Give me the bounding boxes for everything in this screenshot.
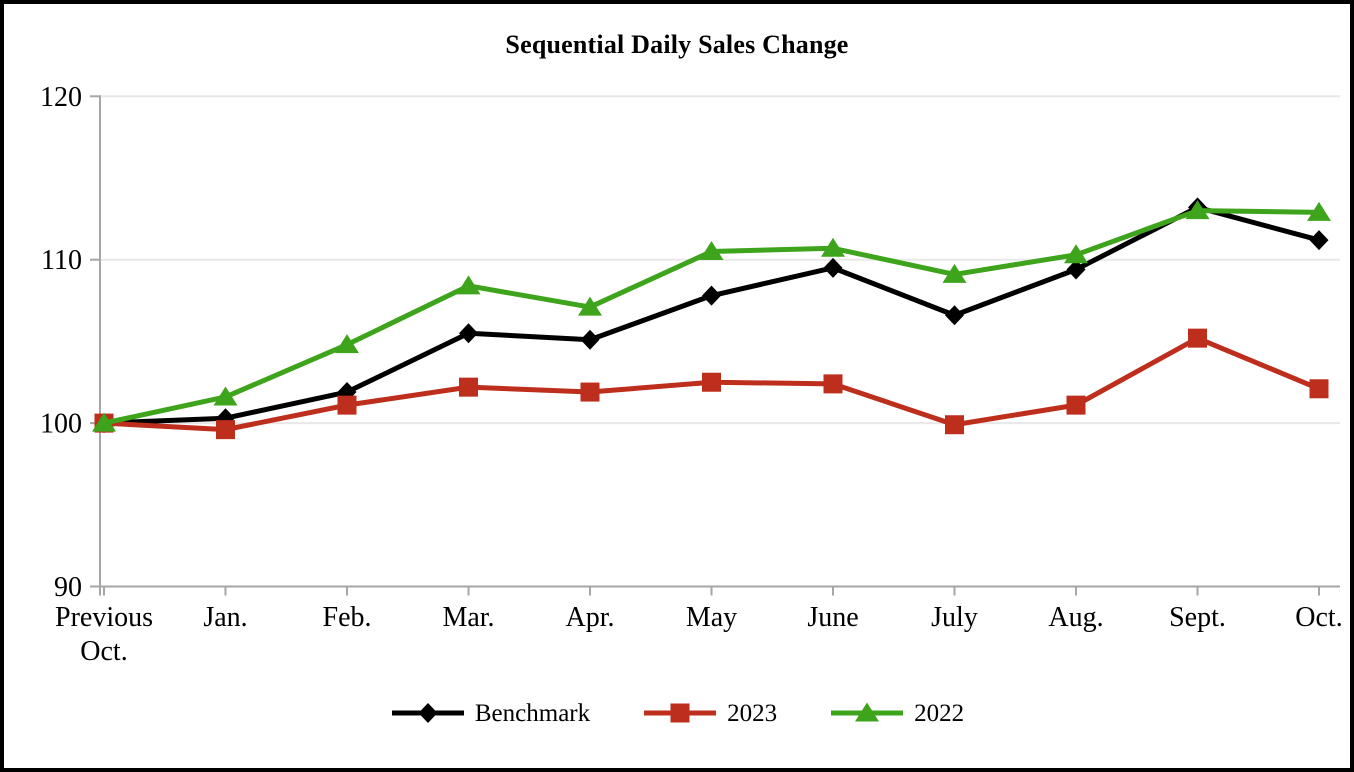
triangle-marker xyxy=(821,237,845,257)
diamond-marker xyxy=(418,703,438,723)
square-marker xyxy=(1066,395,1086,415)
x-axis-label: Aug. xyxy=(1048,602,1103,633)
legend-swatch xyxy=(644,703,717,723)
diamond-marker xyxy=(1066,259,1086,280)
triangle-marker xyxy=(855,702,880,722)
x-axis-label: June xyxy=(807,602,858,633)
x-axis-label: Oct. xyxy=(1295,602,1342,633)
sales-line-chart: 90 100 110 120 Previous Oct. Jan. Feb. Mar. Apr. M… xyxy=(40,82,1343,667)
square-marker xyxy=(945,415,964,435)
square-marker xyxy=(337,395,357,415)
y-axis-label: 100 xyxy=(40,409,82,440)
square-marker xyxy=(670,703,690,723)
x-axis-label: Sept. xyxy=(1169,602,1226,633)
chart-title: Sequential Daily Sales Change xyxy=(505,30,849,59)
square-marker xyxy=(459,377,478,397)
triangle-marker xyxy=(578,296,602,316)
triangle-marker xyxy=(699,241,724,261)
triangle-marker xyxy=(942,263,967,283)
x-axis-label: July xyxy=(931,602,978,633)
series-2022 xyxy=(92,200,1331,432)
triangle-marker xyxy=(1307,201,1331,221)
square-marker xyxy=(702,372,721,392)
legend-item-2023: 2023 xyxy=(642,698,777,728)
legend-label: 2022 xyxy=(914,699,965,727)
triangle-marker xyxy=(456,275,481,295)
diamond-marker xyxy=(580,329,600,350)
x-axis-label: Apr. xyxy=(566,602,615,633)
triangle-marker xyxy=(213,386,238,406)
y-axis-label: 110 xyxy=(41,245,82,276)
x-axis-label: Mar. xyxy=(442,602,494,633)
triangle-marker xyxy=(1185,200,1210,220)
legend-swatch xyxy=(831,702,904,722)
square-marker xyxy=(1188,328,1207,348)
legend-item-2022: 2022 xyxy=(829,698,964,728)
diamond-marker xyxy=(702,285,721,306)
square-marker xyxy=(216,420,235,440)
x-axis-label: Jan. xyxy=(203,602,247,633)
y-axis-label: 90 xyxy=(54,572,82,603)
x-axis-label: May xyxy=(686,602,737,633)
legend-item-benchmark: Benchmark xyxy=(390,698,590,728)
legend-swatch xyxy=(391,703,464,723)
diamond-marker xyxy=(823,257,843,278)
x-axis-label: Previous Oct. xyxy=(55,602,153,667)
square-marker xyxy=(580,382,600,402)
triangle-marker xyxy=(92,412,116,432)
diamond-marker xyxy=(459,323,478,344)
square-marker xyxy=(1309,379,1329,399)
y-axis-label: 120 xyxy=(40,82,82,113)
square-marker xyxy=(823,374,843,394)
triangle-marker xyxy=(1064,244,1088,264)
triangle-marker xyxy=(335,334,359,354)
chart-legend: Benchmark 2023 2022 xyxy=(4,698,1350,728)
diamond-marker xyxy=(1309,230,1329,251)
diamond-marker xyxy=(945,305,964,326)
legend-label: 2023 xyxy=(727,699,778,727)
legend-label: Benchmark xyxy=(474,699,591,727)
x-axis-label: Feb. xyxy=(323,602,372,633)
